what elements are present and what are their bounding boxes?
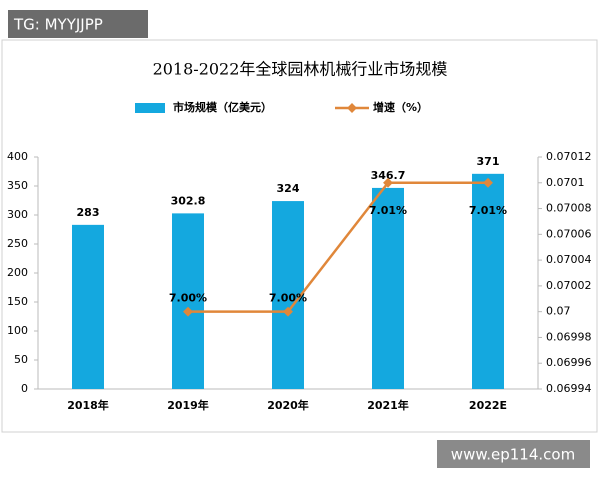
- y2-tick-label: 0.07002: [546, 279, 592, 292]
- value-label: 7.00%: [269, 292, 307, 305]
- x-tick-label: 2021年: [367, 398, 409, 412]
- y-tick-label: 0: [21, 382, 28, 395]
- value-label: 7.00%: [169, 292, 207, 305]
- watermark-bg: [8, 10, 148, 38]
- watermark-bg: [437, 440, 590, 468]
- legend-label: 市场规模（亿美元）: [173, 100, 272, 114]
- y2-tick-label: 0.06994: [546, 382, 592, 395]
- y2-tick-label: 0.06998: [546, 330, 592, 343]
- bar: [472, 173, 504, 389]
- y-tick-label: 400: [7, 150, 28, 163]
- legend-label: 增速（%）: [373, 100, 428, 114]
- value-label: 324: [277, 182, 300, 195]
- y-tick-label: 50: [14, 353, 28, 366]
- marker: [383, 177, 393, 188]
- bar: [272, 201, 304, 389]
- legend-swatch: [135, 103, 165, 113]
- y-tick-label: 100: [7, 324, 28, 337]
- value-label: 346.7: [371, 169, 406, 182]
- y2-tick-label: 0.07012: [546, 150, 592, 163]
- value-label: 7.01%: [369, 204, 407, 217]
- x-tick-label: 2019年: [167, 398, 209, 412]
- y2-tick-label: 0.06996: [546, 356, 592, 369]
- x-tick-label: 2020年: [267, 398, 309, 412]
- value-label: 371: [477, 155, 500, 168]
- x-tick-label: 2018年: [67, 398, 109, 412]
- marker: [483, 177, 493, 188]
- marker: [183, 306, 193, 317]
- y2-tick-label: 0.0701: [546, 176, 585, 189]
- value-label: 302.8: [171, 194, 206, 207]
- bar: [172, 213, 204, 389]
- y-tick-label: 300: [7, 208, 28, 221]
- line: [188, 181, 488, 313]
- y2-tick-label: 0.07006: [546, 227, 592, 240]
- watermark: TG: MYYJJPP: [13, 16, 103, 34]
- bar: [372, 187, 404, 389]
- y2-tick-label: 0.07004: [546, 253, 592, 266]
- y-tick-label: 350: [7, 179, 28, 192]
- marker: [283, 306, 293, 317]
- value-label: 7.01%: [469, 204, 507, 217]
- y-tick-label: 250: [7, 237, 28, 250]
- y-tick-label: 150: [7, 295, 28, 308]
- watermark: www.ep114.com: [451, 446, 575, 464]
- x-tick-label: 2022E: [469, 399, 507, 412]
- chart-title: 2018-2022年全球园林机械行业市场规模: [153, 60, 448, 79]
- y2-tick-label: 0.07008: [546, 202, 592, 215]
- value-label: 283: [77, 206, 100, 219]
- y-tick-label: 200: [7, 266, 28, 279]
- y2-tick-label: 0.07: [546, 305, 571, 318]
- bar: [72, 224, 104, 389]
